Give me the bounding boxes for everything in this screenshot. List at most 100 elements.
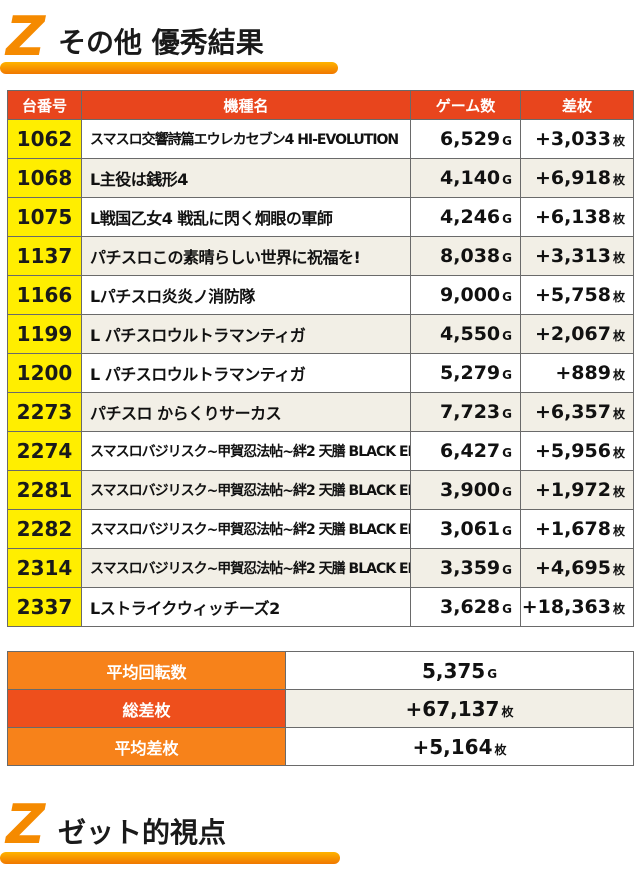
model-name: スマスロ交響詩篇エウレカセブン4 HI-EVOLUTION xyxy=(81,119,411,159)
avg-spins-cell: 5,375 G xyxy=(285,651,634,690)
machine-no: 1068 xyxy=(7,158,82,198)
machine-no: 1200 xyxy=(7,353,82,393)
diff-cell: +1,972 枚 xyxy=(520,470,634,510)
section-header-results: Z その他 優秀結果 xyxy=(0,4,640,84)
machine-no: 2314 xyxy=(7,548,82,588)
games-value: 3,359 xyxy=(440,557,501,579)
diff-cell: +5,956 枚 xyxy=(520,431,634,471)
diff-cell: +6,357 枚 xyxy=(520,392,634,432)
games-value: 8,038 xyxy=(440,245,501,267)
avg-spins-value: 5,375 xyxy=(421,658,486,683)
machine-no: 2273 xyxy=(7,392,82,432)
games-unit: G xyxy=(502,251,512,265)
games-unit: G xyxy=(502,290,512,304)
machine-no: 1062 xyxy=(7,119,82,159)
games-value: 5,279 xyxy=(440,362,501,384)
section-title: その他 優秀結果 xyxy=(58,26,264,59)
games-unit: G xyxy=(502,212,512,226)
games-cell: 5,279 G xyxy=(410,353,521,393)
table-row: 2337 Lストライクウィッチーズ2 3,628 G +18,363 枚 xyxy=(7,587,634,627)
diff-value: +1,678 xyxy=(534,518,611,540)
machine-no: 1166 xyxy=(7,275,82,315)
machine-no: 1199 xyxy=(7,314,82,354)
games-unit: G xyxy=(502,173,512,187)
table-row: 2273 パチスロ からくりサーカス 7,723 G +6,357 枚 xyxy=(7,392,634,432)
games-unit: G xyxy=(502,563,512,577)
machine-no: 2337 xyxy=(7,587,82,627)
games-value: 6,529 xyxy=(440,128,501,150)
table-row: 2282 スマスロバジリスク~甲賀忍法帖~絆2 天膳 BLACK EDITION… xyxy=(7,509,634,549)
col-games: ゲーム数 xyxy=(410,90,521,120)
games-value: 4,140 xyxy=(440,167,501,189)
table-row: 1075 L戦国乙女4 戦乱に閃く炯眼の軍師 4,246 G +6,138 枚 xyxy=(7,197,634,237)
avg-diff-label: 平均差枚 xyxy=(7,727,286,766)
games-unit: G xyxy=(502,524,512,538)
header-underline xyxy=(0,62,338,74)
diff-unit: 枚 xyxy=(612,485,625,499)
games-unit: G xyxy=(502,368,512,382)
games-unit: G xyxy=(487,666,498,681)
machine-no: 1137 xyxy=(7,236,82,276)
diff-value: +3,033 xyxy=(534,128,611,150)
table-row: 1199 L パチスロウルトラマンティガ 4,550 G +2,067 枚 xyxy=(7,314,634,354)
model-name: スマスロバジリスク~甲賀忍法帖~絆2 天膳 BLACK EDITION xyxy=(81,548,411,588)
games-unit: G xyxy=(502,485,512,499)
model-name: L戦国乙女4 戦乱に閃く炯眼の軍師 xyxy=(81,197,411,237)
diff-unit: 枚 xyxy=(612,368,625,382)
z-logo-icon: Z xyxy=(6,5,46,68)
table-row: 1200 L パチスロウルトラマンティガ 5,279 G +889 枚 xyxy=(7,353,634,393)
diff-unit: 枚 xyxy=(612,524,625,538)
machine-no: 2281 xyxy=(7,470,82,510)
diff-value: +1,972 xyxy=(534,479,611,501)
avg-spins-label: 平均回転数 xyxy=(7,651,286,690)
games-unit: G xyxy=(502,407,512,421)
model-name: L パチスロウルトラマンティガ xyxy=(81,353,411,393)
machine-no: 2282 xyxy=(7,509,82,549)
diff-unit: 枚 xyxy=(612,329,625,343)
games-unit: G xyxy=(502,602,512,616)
section-title: ゼット的視点 xyxy=(58,816,227,849)
diff-value: +5,758 xyxy=(534,284,611,306)
games-value: 9,000 xyxy=(440,284,501,306)
diff-cell: +5,758 枚 xyxy=(520,275,634,315)
avg-diff-value: +5,164 xyxy=(412,734,493,759)
games-cell: 3,359 G xyxy=(410,548,521,588)
model-name: パチスロ からくりサーカス xyxy=(81,392,411,432)
diff-cell: +3,313 枚 xyxy=(520,236,634,276)
model-name: スマスロバジリスク~甲賀忍法帖~絆2 天膳 BLACK EDITION xyxy=(81,431,411,471)
model-name: Lストライクウィッチーズ2 xyxy=(81,587,411,627)
games-value: 6,427 xyxy=(440,440,501,462)
table-header-row: 台番号 機種名 ゲーム数 差枚 xyxy=(7,90,634,120)
diff-cell: +3,033 枚 xyxy=(520,119,634,159)
col-diff: 差枚 xyxy=(520,90,634,120)
total-diff-cell: +67,137 枚 xyxy=(285,689,634,728)
diff-unit: 枚 xyxy=(612,563,625,577)
summary-row-avg-spins: 平均回転数 5,375 G xyxy=(7,651,634,690)
diff-cell: +1,678 枚 xyxy=(520,509,634,549)
diff-unit: 枚 xyxy=(612,251,625,265)
diff-unit: 枚 xyxy=(494,742,507,757)
games-cell: 4,550 G xyxy=(410,314,521,354)
games-value: 3,900 xyxy=(440,479,501,501)
games-cell: 4,246 G xyxy=(410,197,521,237)
model-name: スマスロバジリスク~甲賀忍法帖~絆2 天膳 BLACK EDITION xyxy=(81,470,411,510)
games-unit: G xyxy=(502,134,512,148)
diff-unit: 枚 xyxy=(501,704,514,719)
model-name: L主役は銭形4 xyxy=(81,158,411,198)
diff-unit: 枚 xyxy=(612,134,625,148)
col-model: 機種名 xyxy=(81,90,411,120)
summary-row-total-diff: 総差枚 +67,137 枚 xyxy=(7,689,634,728)
games-cell: 8,038 G xyxy=(410,236,521,276)
games-value: 4,246 xyxy=(440,206,501,228)
header-underline xyxy=(0,852,340,864)
games-cell: 3,628 G xyxy=(410,587,521,627)
avg-diff-cell: +5,164 枚 xyxy=(285,727,634,766)
summary-row-avg-diff: 平均差枚 +5,164 枚 xyxy=(7,727,634,766)
col-machine-no: 台番号 xyxy=(7,90,82,120)
games-cell: 6,529 G xyxy=(410,119,521,159)
diff-value: +6,357 xyxy=(534,401,611,423)
table-row: 2281 スマスロバジリスク~甲賀忍法帖~絆2 天膳 BLACK EDITION… xyxy=(7,470,634,510)
diff-cell: +2,067 枚 xyxy=(520,314,634,354)
diff-value: +18,363 xyxy=(521,596,611,618)
games-cell: 7,723 G xyxy=(410,392,521,432)
